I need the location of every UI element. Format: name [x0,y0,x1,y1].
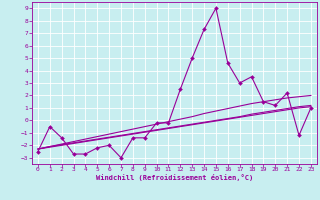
X-axis label: Windchill (Refroidissement éolien,°C): Windchill (Refroidissement éolien,°C) [96,174,253,181]
